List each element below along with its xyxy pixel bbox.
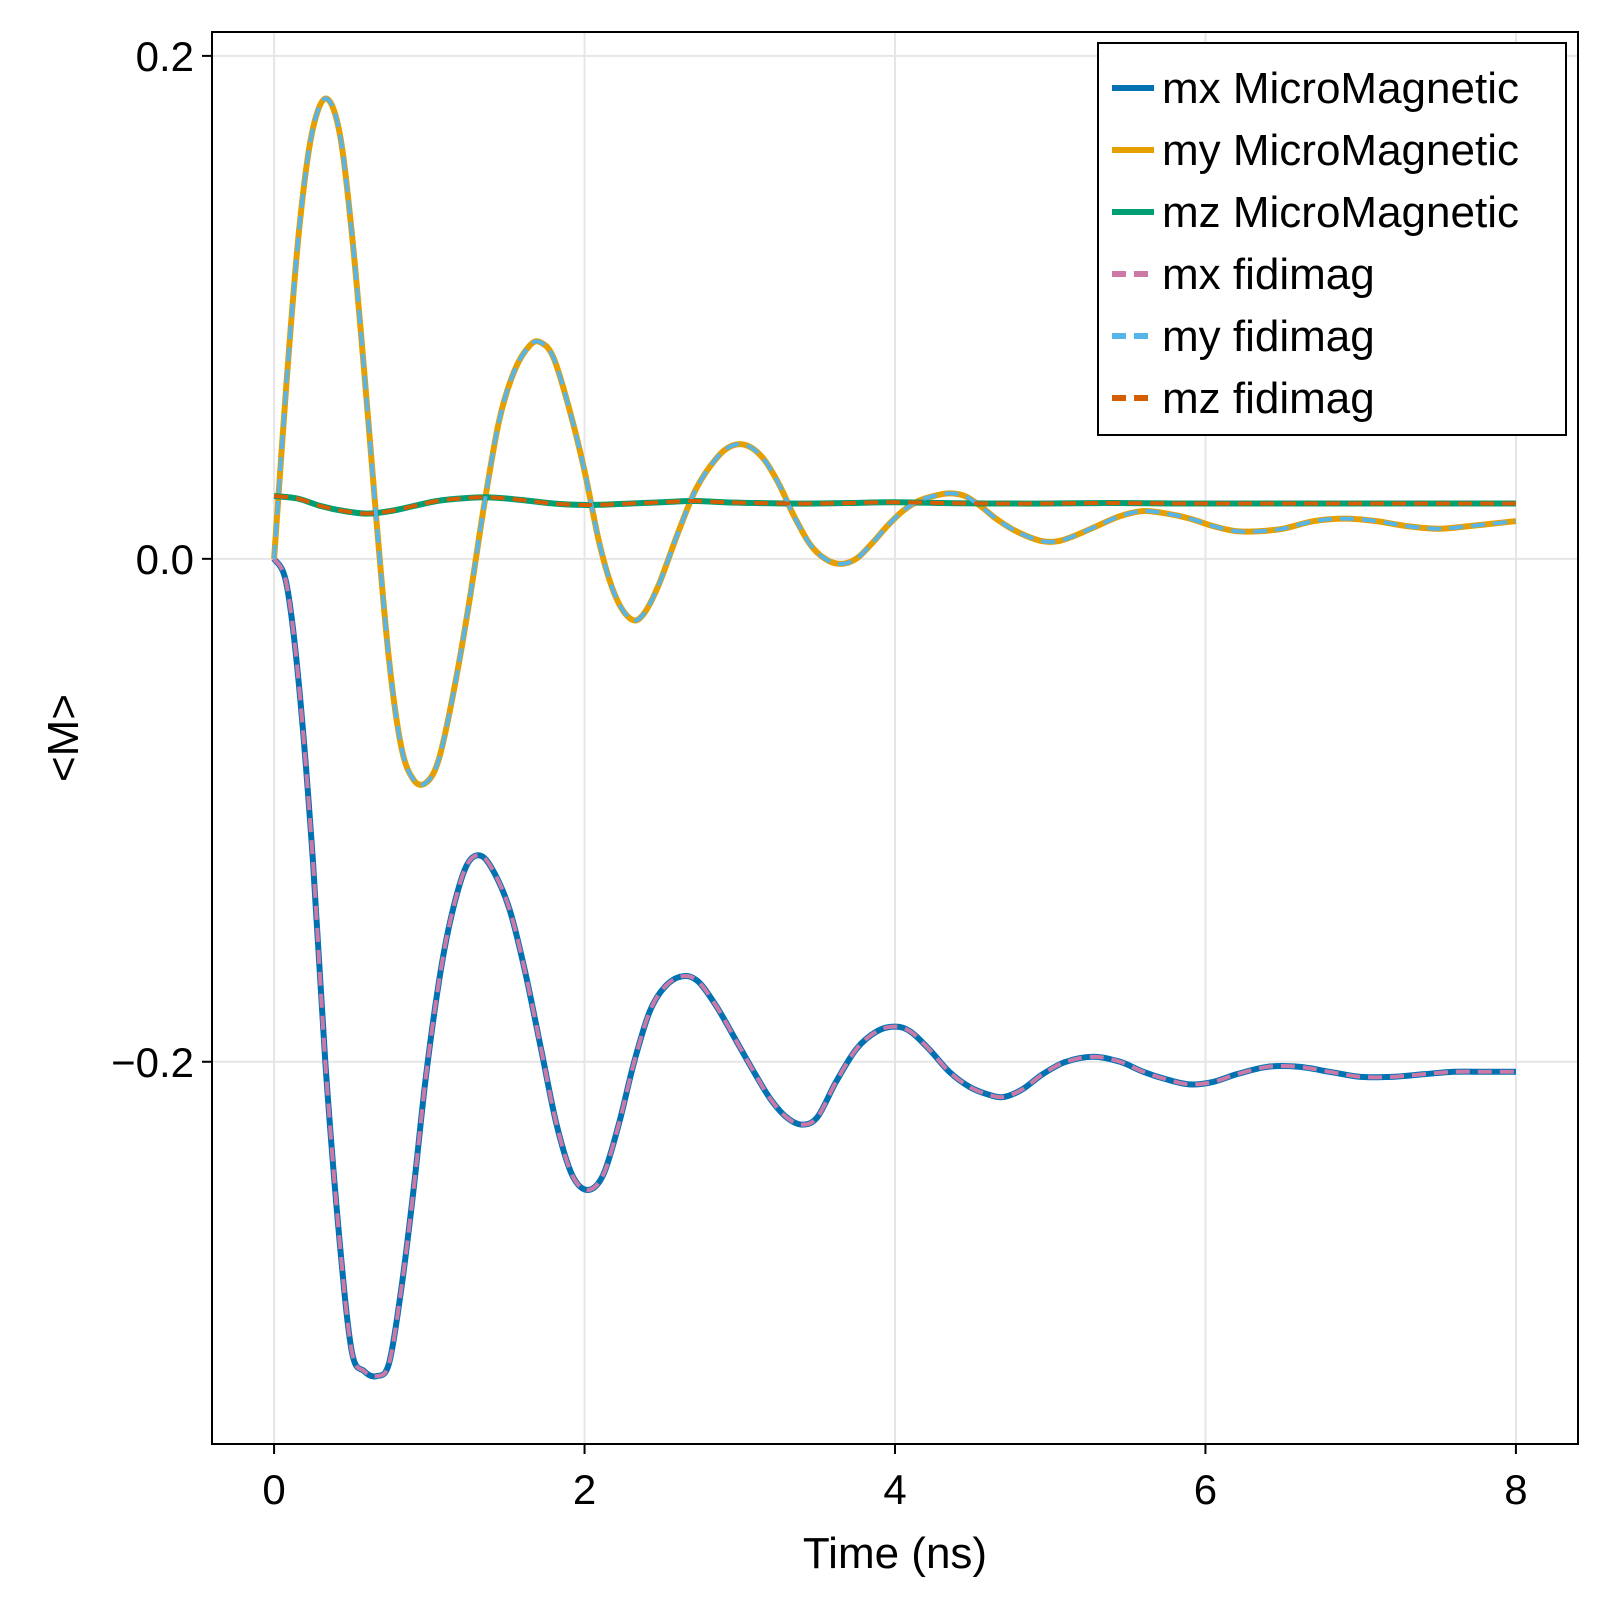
y-axis-title: <M> — [39, 694, 88, 782]
legend-label: mz fidimag — [1162, 374, 1375, 423]
x-tick-label: 2 — [573, 1466, 596, 1513]
axis-ticks: 0 2 4 6 8 −0.2 0.0 0.2 — [111, 33, 1528, 1513]
legend-label: mx fidimag — [1162, 250, 1375, 299]
legend-label: mz MicroMagnetic — [1162, 188, 1519, 237]
y-tick-label: 0.2 — [136, 33, 194, 80]
x-tick-label: 4 — [883, 1466, 906, 1513]
legend-box — [1097, 42, 1567, 436]
y-tick-label: 0.0 — [136, 536, 194, 583]
x-tick-label: 0 — [262, 1466, 285, 1513]
legend-label: my MicroMagnetic — [1162, 126, 1519, 175]
legend-label: my fidimag — [1162, 312, 1375, 361]
legend: mx MicroMagnetic my MicroMagnetic mz Micro… — [1097, 42, 1567, 436]
series-line-mx-fidimag — [272, 557, 1516, 1379]
x-tick-label: 8 — [1504, 1466, 1527, 1513]
legend-label: mx MicroMagnetic — [1162, 64, 1519, 113]
series-line-mz-fidimag — [273, 494, 1516, 516]
y-tick-label: −0.2 — [111, 1039, 194, 1086]
x-tick-label: 6 — [1194, 1466, 1217, 1513]
series-lines — [271, 95, 1517, 1380]
series-line-my-fidimag — [272, 96, 1517, 787]
x-axis-title: Time (ns) — [803, 1529, 987, 1578]
